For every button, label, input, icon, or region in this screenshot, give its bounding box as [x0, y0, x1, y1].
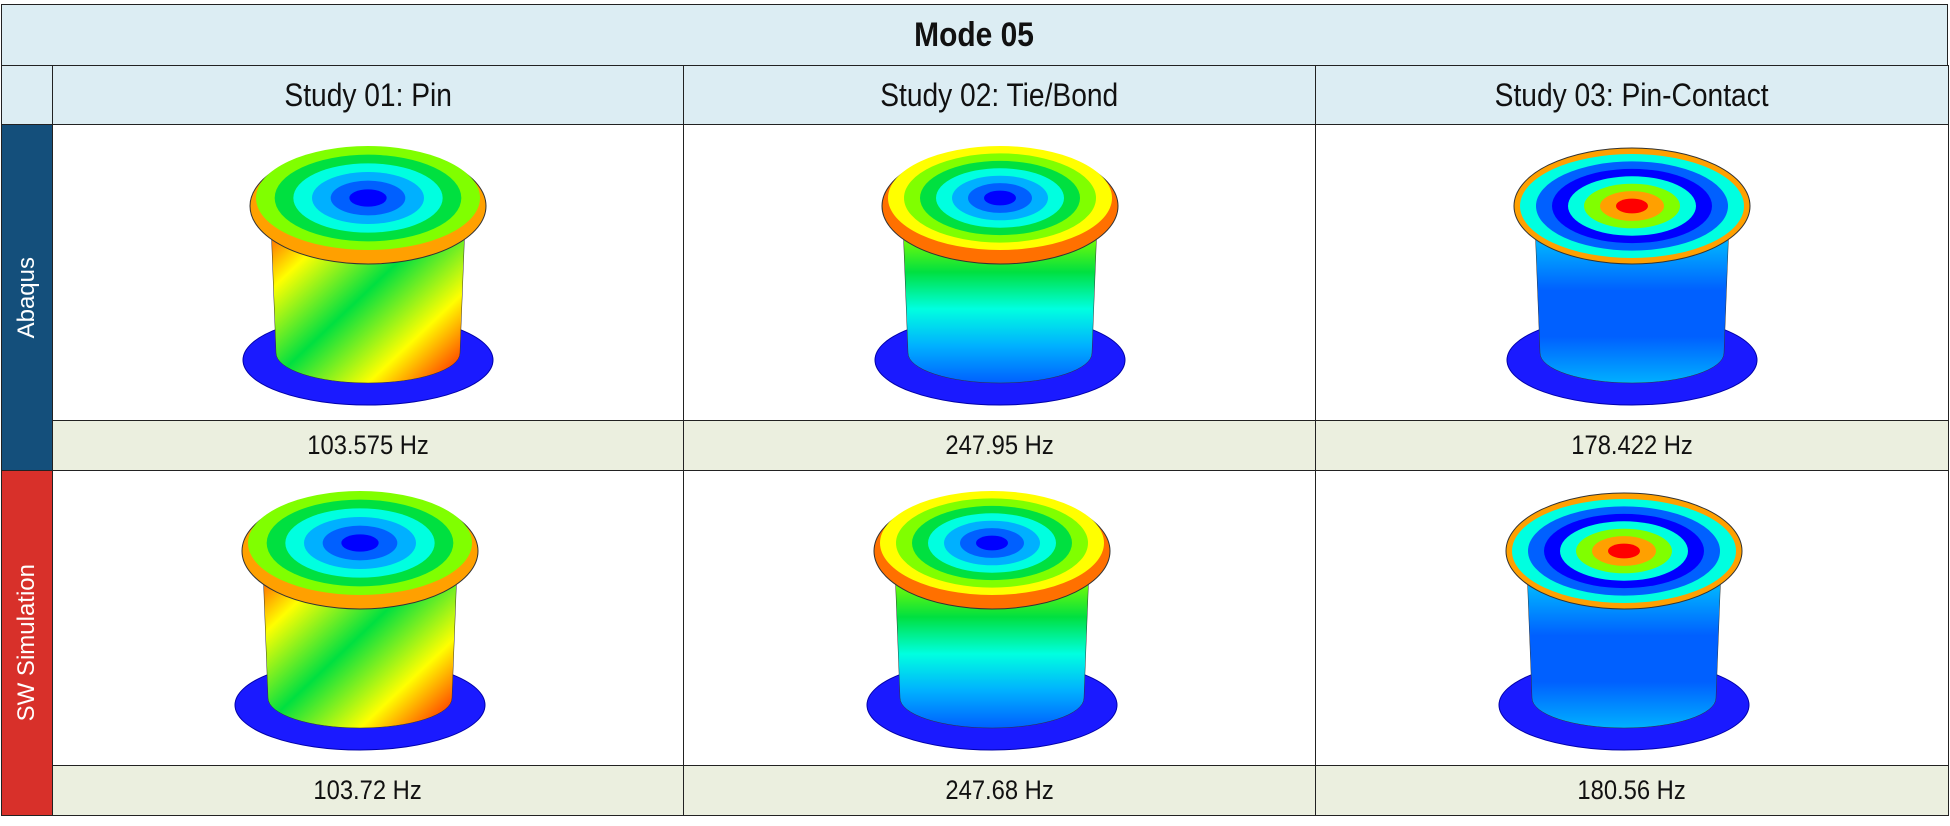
row-header: SW Simulation: [1, 470, 53, 816]
frequency-value: 247.95 Hz: [945, 430, 1054, 460]
mode-shape-image: [242, 145, 494, 405]
mode-shape-image: [1506, 147, 1758, 405]
frequency-cell: 180.56 Hz: [1315, 765, 1949, 816]
mode-shape-image: [874, 145, 1125, 405]
image-cell: [1315, 470, 1949, 766]
frequency-cell: 103.575 Hz: [52, 420, 684, 471]
column-header: Study 02: Tie/Bond: [683, 65, 1316, 125]
frequency-value: 178.422 Hz: [1571, 430, 1693, 460]
row-header: Abaqus: [1, 124, 53, 471]
frequency-value: 247.68 Hz: [945, 775, 1054, 805]
image-cell: [683, 124, 1316, 421]
mode-shape-image: [866, 491, 1117, 751]
frequency-cell: 247.95 Hz: [683, 420, 1316, 471]
mode-shape-image: [234, 491, 486, 751]
frequency-value: 180.56 Hz: [1577, 775, 1687, 805]
column-header-text: Study 01: Pin: [284, 76, 452, 113]
column-header-text: Study 02: Tie/Bond: [880, 76, 1119, 113]
shape: [341, 534, 379, 552]
column-header: Study 01: Pin: [52, 65, 684, 125]
image-cell: [683, 470, 1316, 766]
shape: [983, 190, 1016, 205]
shape: [1616, 198, 1648, 213]
image-cell: [52, 124, 684, 421]
frequency-value: 103.575 Hz: [307, 430, 429, 460]
table-title: Mode 05: [914, 15, 1035, 54]
frequency-cell: 247.68 Hz: [683, 765, 1316, 816]
image-cell: [1315, 124, 1949, 421]
frequency-cell: 103.72 Hz: [52, 765, 684, 816]
frequency-value: 103.72 Hz: [313, 775, 423, 805]
corner-cell: [1, 65, 53, 125]
shape: [975, 535, 1008, 551]
column-header: Study 03: Pin-Contact: [1315, 65, 1949, 125]
row-header-text: SW Simulation: [13, 564, 40, 722]
row-header-text: Abaqus: [13, 256, 40, 339]
shape: [1608, 543, 1640, 559]
mode-shape-image: [1498, 492, 1750, 751]
column-header-text: Study 03: Pin-Contact: [1495, 76, 1769, 113]
frequency-cell: 178.422 Hz: [1315, 420, 1949, 471]
shape: [349, 188, 387, 207]
title-cell: Mode 05: [1, 4, 1948, 66]
image-cell: [52, 470, 684, 766]
